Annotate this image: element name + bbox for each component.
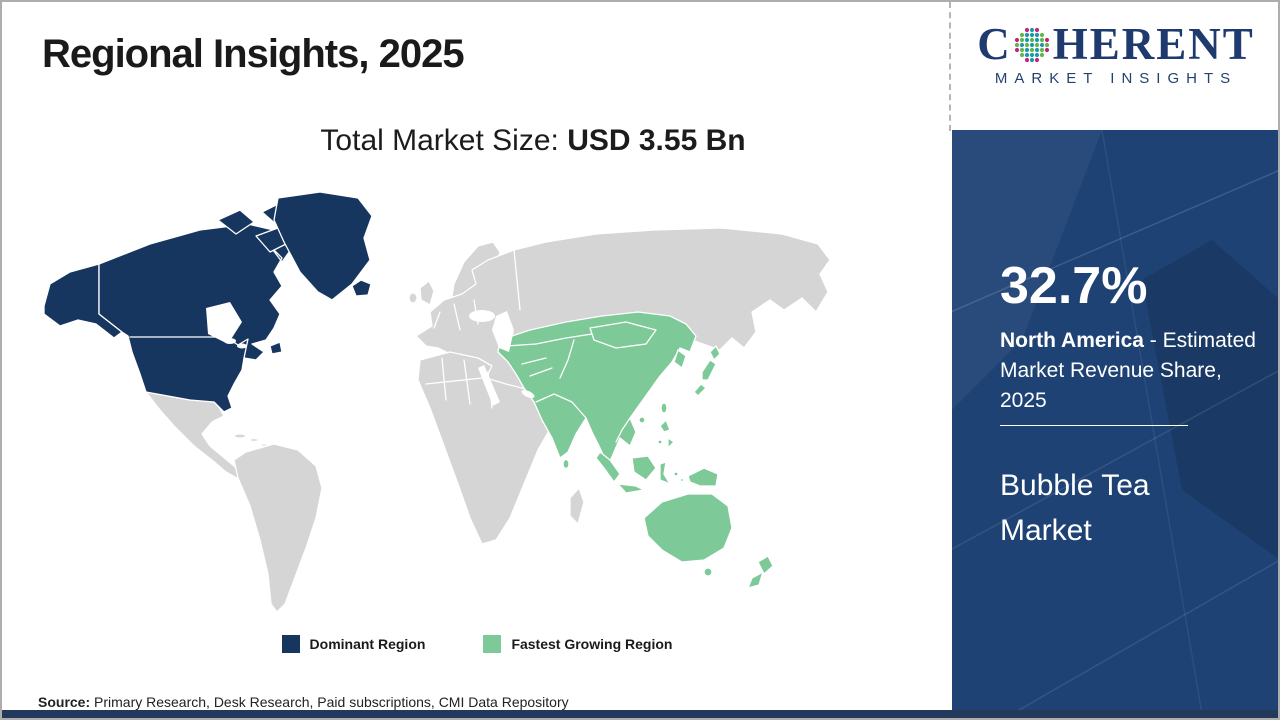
map-borneo bbox=[631, 455, 657, 481]
map-caribbean bbox=[260, 443, 268, 447]
logo-wordmark: C HERENT bbox=[952, 19, 1278, 69]
legend-item-fastest-growing: Fastest Growing Region bbox=[483, 635, 672, 653]
map-asia-mainland bbox=[497, 311, 697, 467]
total-market-size-value: USD 3.55 Bn bbox=[567, 124, 746, 157]
map-europe-border bbox=[453, 303, 461, 331]
map-sea-overlays bbox=[206, 302, 535, 406]
map-persian-gulf bbox=[521, 389, 535, 399]
dotted-globe-icon bbox=[1014, 27, 1049, 62]
map-mexico-central-america bbox=[145, 391, 245, 481]
map-moluccas bbox=[679, 477, 685, 483]
map-africa-border bbox=[441, 357, 447, 401]
map-sulawesi bbox=[659, 461, 671, 485]
map-ireland bbox=[408, 292, 418, 304]
map-caribbean bbox=[233, 433, 247, 439]
map-black-sea bbox=[469, 310, 495, 322]
coherent-market-insights-logo: C HERENT MARKET INSIGHTS bbox=[952, 19, 1278, 88]
stats-sidebar: 32.7% North America - Estimated Market R… bbox=[952, 130, 1278, 714]
map-alaska bbox=[43, 263, 123, 339]
revenue-share-suffix: - Estimated Market Revenue Share, 2025 bbox=[1000, 329, 1256, 413]
map-kazakhstan-south-border bbox=[505, 333, 593, 347]
map-united-kingdom bbox=[419, 280, 435, 306]
map-japan-hokkaido bbox=[709, 345, 721, 361]
map-tasmania bbox=[703, 567, 713, 577]
world-map bbox=[43, 191, 831, 613]
map-japan-kyushu bbox=[693, 383, 707, 397]
total-market-size: Total Market Size: USD 3.55 Bn bbox=[2, 124, 952, 158]
market-name: Bubble Tea Market bbox=[1000, 469, 1150, 547]
map-indochina-border bbox=[615, 417, 631, 443]
map-new-zealand-north bbox=[757, 555, 774, 575]
map-region-asia-pacific-fastest-growing bbox=[497, 311, 774, 589]
map-sri-lanka bbox=[562, 458, 570, 470]
source-text: Primary Research, Desk Research, Paid su… bbox=[90, 694, 569, 710]
sidebar-map-texture bbox=[952, 130, 1278, 714]
map-us-canada-border bbox=[129, 336, 249, 359]
header-dashed-divider bbox=[949, 2, 951, 131]
map-region-north-america-dominant bbox=[43, 191, 373, 413]
map-newfoundland bbox=[269, 341, 283, 355]
map-europe-border bbox=[473, 299, 479, 325]
map-greenland bbox=[273, 191, 373, 301]
map-iceland bbox=[351, 279, 372, 297]
map-taiwan bbox=[660, 402, 668, 414]
logo-letter-c: C bbox=[977, 19, 1012, 69]
map-australia bbox=[643, 493, 733, 563]
legend-item-dominant: Dominant Region bbox=[281, 635, 426, 653]
map-great-lakes bbox=[224, 338, 236, 344]
world-map-container bbox=[30, 188, 882, 624]
map-moluccas bbox=[673, 471, 679, 477]
map-hudson-bay bbox=[206, 302, 242, 344]
map-africa-border bbox=[487, 371, 493, 409]
map-africa-border bbox=[425, 377, 483, 385]
revenue-share-value: 32.7% bbox=[1000, 257, 1148, 315]
map-china-west-border bbox=[559, 339, 575, 379]
map-philippines bbox=[657, 439, 663, 445]
map-europe-border bbox=[433, 311, 441, 329]
fastest-growing-region-label: Fastest Growing Region bbox=[511, 636, 673, 652]
map-russia-west-border bbox=[513, 249, 521, 311]
map-central-asia-border bbox=[529, 367, 553, 377]
map-japan-honshu bbox=[701, 359, 717, 381]
sidebar-divider bbox=[1000, 425, 1188, 426]
map-border-lines bbox=[129, 249, 657, 443]
map-gulf-of-california bbox=[149, 397, 171, 431]
dominant-region-swatch bbox=[281, 635, 300, 653]
map-mongolia-border bbox=[589, 321, 657, 349]
dominant-region-label: Dominant Region bbox=[309, 636, 426, 652]
map-caspian-sea bbox=[492, 311, 514, 352]
fastest-growing-region-swatch bbox=[483, 635, 502, 653]
map-caribbean bbox=[249, 437, 259, 443]
bottom-accent-bar bbox=[2, 710, 1278, 718]
region-name: North America bbox=[1000, 329, 1144, 352]
map-central-asia-border bbox=[521, 357, 547, 365]
map-madagascar bbox=[569, 487, 585, 525]
logo-letters-rest: HERENT bbox=[1052, 19, 1255, 69]
logo-subtitle: MARKET INSIGHTS bbox=[994, 70, 1238, 87]
total-market-size-label: Total Market Size: bbox=[320, 124, 568, 157]
source-label: Source: bbox=[38, 694, 91, 710]
map-new-guinea bbox=[687, 467, 719, 487]
map-africa-border bbox=[463, 359, 471, 405]
map-hainan bbox=[638, 416, 646, 424]
map-korea bbox=[673, 349, 687, 369]
revenue-share-description: North America - Estimated Market Revenue… bbox=[1000, 326, 1266, 416]
map-philippines bbox=[659, 419, 671, 433]
map-sumatra bbox=[595, 451, 621, 483]
map-africa bbox=[417, 351, 567, 545]
map-canada-usa bbox=[98, 223, 293, 413]
map-india-north-border bbox=[535, 393, 587, 419]
source-line: Source: Primary Research, Desk Research,… bbox=[38, 694, 569, 710]
map-philippines bbox=[667, 437, 675, 449]
page-title: Regional Insights, 2025 bbox=[42, 32, 465, 76]
map-java bbox=[617, 483, 645, 494]
map-arctic-island bbox=[217, 209, 255, 235]
map-south-america bbox=[233, 443, 323, 613]
map-new-zealand-south bbox=[747, 571, 764, 589]
map-legend: Dominant Region Fastest Growing Region bbox=[2, 635, 952, 653]
